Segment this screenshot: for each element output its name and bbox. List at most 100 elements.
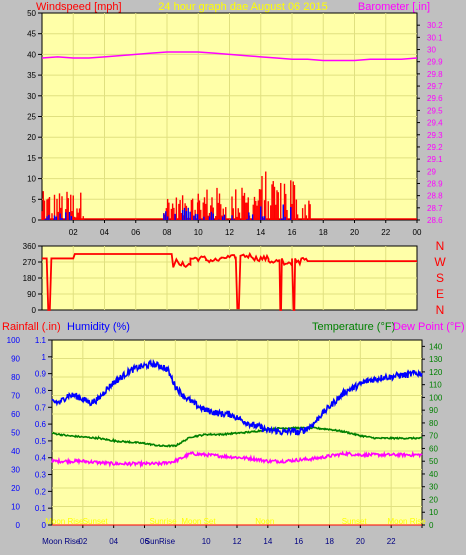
x-tick-label: 16	[288, 228, 297, 237]
y-tick-label-rainfall: 0.7	[35, 403, 47, 412]
x-tick-label: 22	[387, 537, 396, 546]
y-tick-label-barometer: 29.5	[427, 106, 443, 115]
x-tick-label: 04	[100, 228, 109, 237]
y-tick-label-temperature: 80	[429, 419, 438, 428]
x-tick-label: 18	[325, 537, 334, 546]
y-tick-label-temperature: 70	[429, 432, 438, 441]
y-tick-label-windspeed: 20	[27, 133, 36, 142]
x-tick-label: 10	[202, 537, 211, 546]
x-tick-label: 12	[225, 228, 234, 237]
x-tick-label: 06	[131, 228, 140, 237]
y-tick-label-humidity: 20	[11, 484, 20, 493]
y-tick-label-humidity: 70	[11, 392, 20, 401]
y-tick-label-barometer: 29.2	[427, 143, 443, 152]
x-tick-label: 20	[356, 537, 365, 546]
barometer-axis-title: Barometer [.in]	[358, 1, 430, 13]
y-tick-label-barometer: 30.1	[427, 33, 443, 42]
axis-astro-label: SunRise	[145, 537, 176, 546]
chart-date-title: 24 hour graph dae August 06 2015	[158, 1, 327, 13]
y-tick-label-windspeed: 15	[27, 154, 36, 163]
x-tick-label: 06	[140, 537, 149, 546]
x-tick-label: 02	[78, 537, 87, 546]
y-tick-label-windspeed: 30	[27, 92, 36, 101]
y-tick-label-barometer: 28.8	[427, 192, 443, 201]
windspeed-axis-title: Windspeed [mph]	[36, 1, 122, 13]
y-tick-label-windspeed: 40	[27, 50, 36, 59]
y-tick-label-direction: 270	[23, 258, 37, 267]
y-tick-label-rainfall: 0.5	[35, 437, 47, 446]
y-tick-label-barometer: 30	[427, 46, 436, 55]
y-tick-label-humidity: 10	[11, 503, 20, 512]
y-tick-label-direction: 360	[23, 242, 37, 251]
y-tick-label-temperature: 0	[429, 521, 434, 530]
x-tick-label: 12	[233, 537, 242, 546]
compass-letter: N	[436, 303, 445, 317]
x-tick-label: 10	[194, 228, 203, 237]
y-tick-label-windspeed: 0	[32, 216, 37, 225]
y-tick-label-humidity: 100	[7, 336, 21, 345]
y-tick-label-barometer: 29.1	[427, 155, 443, 164]
y-tick-label-barometer: 28.6	[427, 216, 443, 225]
astro-label: Noon	[255, 517, 274, 526]
y-tick-label-temperature: 40	[429, 470, 438, 479]
x-tick-label: 02	[69, 228, 78, 237]
astro-label: Moon Set	[181, 517, 216, 526]
y-tick-label-temperature: 60	[429, 444, 438, 453]
y-tick-label-rainfall: 0.9	[35, 370, 47, 379]
y-tick-label-temperature: 120	[429, 368, 443, 377]
y-tick-label-barometer: 28.9	[427, 179, 443, 188]
y-tick-label-rainfall: 0.8	[35, 386, 47, 395]
y-tick-label-barometer: 29.3	[427, 131, 443, 140]
y-tick-label-rainfall: 0.1	[35, 504, 47, 513]
compass-letter: S	[436, 271, 444, 285]
rainfall-axis-title: Rainfall (.in)	[2, 321, 61, 333]
y-tick-label-direction: 180	[23, 274, 37, 283]
y-tick-label-rainfall: 0.4	[35, 454, 47, 463]
y-tick-label-temperature: 130	[429, 355, 443, 364]
dew-point-axis-title: Dew Point (°F)	[393, 321, 465, 333]
compass-letter: W	[434, 255, 446, 269]
y-tick-label-barometer: 29	[427, 167, 436, 176]
y-tick-label-temperature: 20	[429, 495, 438, 504]
dew-point-line	[51, 450, 423, 469]
y-tick-label-barometer: 30.2	[427, 21, 443, 30]
x-tick-label: 14	[256, 228, 265, 237]
y-tick-label-barometer: 29.9	[427, 58, 443, 67]
astro-label: Sunset	[83, 517, 109, 526]
compass-letter: N	[436, 239, 445, 253]
x-tick-label: 18	[319, 228, 328, 237]
y-tick-label-windspeed: 35	[27, 71, 36, 80]
astro-label: Moon Rise	[45, 517, 84, 526]
y-tick-label-windspeed: 45	[27, 30, 36, 39]
y-tick-label-humidity: 80	[11, 373, 20, 382]
astro-label: Sunrise	[149, 517, 177, 526]
y-tick-label-temperature: 140	[429, 342, 443, 351]
astro-label: Sunset	[342, 517, 368, 526]
y-tick-label-rainfall: 0.6	[35, 420, 47, 429]
humidity-axis-title: Humidity (%)	[67, 321, 130, 333]
y-tick-label-humidity: 40	[11, 447, 20, 456]
x-tick-label: 14	[263, 537, 272, 546]
y-tick-label-humidity: 50	[11, 429, 20, 438]
y-tick-label-rainfall: 0	[42, 521, 47, 530]
y-tick-label-barometer: 29.8	[427, 70, 443, 79]
wind-direction-panel: 0 90 180 270 360	[23, 242, 418, 315]
x-tick-label: 20	[350, 228, 359, 237]
y-tick-label-humidity: 30	[11, 466, 20, 475]
compass-letter: E	[436, 287, 444, 301]
y-tick-label-rainfall: 0.3	[35, 471, 47, 480]
y-tick-label-windspeed: 10	[27, 175, 36, 184]
y-tick-label-windspeed: 50	[27, 9, 36, 18]
y-tick-label-barometer: 28.7	[427, 204, 443, 213]
y-tick-label-temperature: 110	[429, 381, 442, 390]
y-tick-label-windspeed: 5	[32, 195, 37, 204]
y-tick-label-direction: 0	[32, 306, 37, 315]
x-tick-label: 16	[294, 537, 303, 546]
humidity-line	[51, 358, 423, 437]
y-tick-label-temperature: 90	[429, 406, 438, 415]
y-tick-label-barometer: 29.4	[427, 119, 443, 128]
wind-direction-line	[42, 251, 417, 311]
x-tick-label: 04	[109, 537, 118, 546]
x-tick-label: 00	[413, 228, 422, 237]
